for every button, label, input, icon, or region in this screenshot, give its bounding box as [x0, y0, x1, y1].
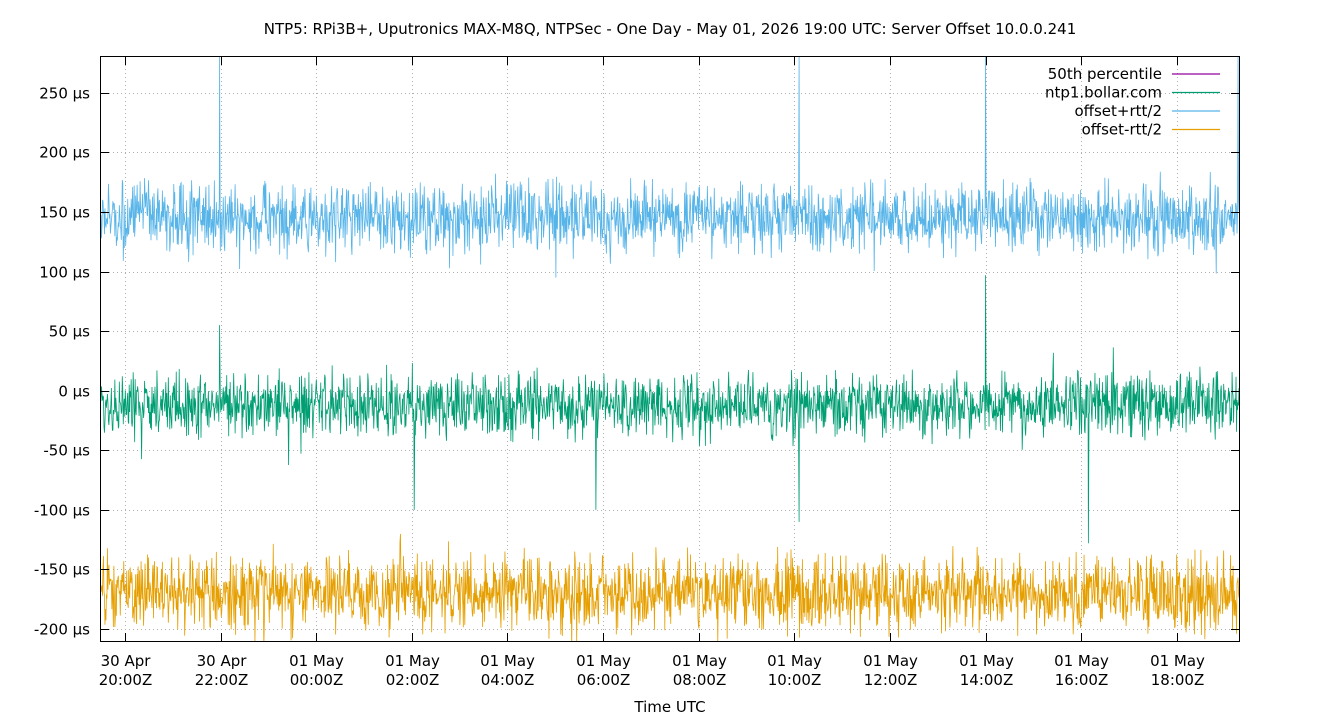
y-tick-label: -150 µs — [34, 561, 90, 579]
y-tick-label: 250 µs — [39, 85, 90, 103]
y-tick-label: 0 µs — [58, 383, 90, 401]
x-tick-time-label: 16:00Z — [1055, 671, 1109, 689]
series-layer — [101, 57, 1239, 641]
x-tick-time-label: 20:00Z — [99, 671, 153, 689]
series-line-3 — [101, 533, 1239, 641]
grid-lines — [101, 57, 1239, 641]
y-axis: 250 µs 200 µs 150 µs 100 µs 50 µs 0 µs -50 µs -… — [34, 85, 1239, 639]
y-tick-label: 100 µs — [39, 264, 90, 282]
x-tick-time-label: 04:00Z — [481, 671, 535, 689]
x-tick-time-label: 08:00Z — [673, 671, 727, 689]
chart-title: NTP5: RPi3B+, Uputronics MAX-M8Q, NTPSec… — [264, 20, 1076, 38]
plot-frame — [100, 56, 1240, 642]
x-tick-time-label: 22:00Z — [195, 671, 249, 689]
x-tick-time-label: 00:00Z — [290, 671, 344, 689]
y-tick-label: -100 µs — [34, 502, 90, 520]
x-axis-label: Time UTC — [633, 698, 705, 716]
legend: 50th percentilentp1.bollar.comoffset+rtt… — [1045, 65, 1220, 139]
series-line-2 — [101, 57, 1239, 278]
series-line-1 — [101, 275, 1239, 544]
x-tick-time-label: 10:00Z — [768, 671, 822, 689]
x-tick-time-label: 14:00Z — [960, 671, 1014, 689]
y-tick-label: 150 µs — [39, 204, 90, 222]
x-tick-date-label: 01 May — [385, 652, 440, 670]
x-tick-time-label: 18:00Z — [1151, 671, 1205, 689]
x-tick-date-label: 01 May — [480, 652, 535, 670]
y-tick-label: 50 µs — [49, 323, 90, 341]
x-tick-date-label: 01 May — [863, 652, 918, 670]
x-tick-date-label: 30 Apr — [197, 652, 248, 670]
x-tick-date-label: 01 May — [1150, 652, 1205, 670]
legend-label: offset-rtt/2 — [1082, 121, 1162, 139]
x-tick-date-label: 30 Apr — [101, 652, 152, 670]
x-tick-date-label: 01 May — [672, 652, 727, 670]
x-tick-date-label: 01 May — [767, 652, 822, 670]
legend-label: 50th percentile — [1048, 65, 1162, 83]
y-tick-label: -50 µs — [43, 442, 90, 460]
y-tick-label: 200 µs — [39, 144, 90, 162]
legend-label: ntp1.bollar.com — [1045, 84, 1162, 102]
x-tick-time-label: 02:00Z — [386, 671, 440, 689]
x-tick-time-label: 06:00Z — [577, 671, 631, 689]
x-tick-date-label: 01 May — [576, 652, 631, 670]
x-tick-date-label: 01 May — [1054, 652, 1109, 670]
x-tick-date-label: 01 May — [289, 652, 344, 670]
y-tick-label: -200 µs — [34, 621, 90, 639]
legend-label: offset+rtt/2 — [1074, 102, 1162, 120]
x-tick-date-label: 01 May — [959, 652, 1014, 670]
x-tick-time-label: 12:00Z — [864, 671, 918, 689]
